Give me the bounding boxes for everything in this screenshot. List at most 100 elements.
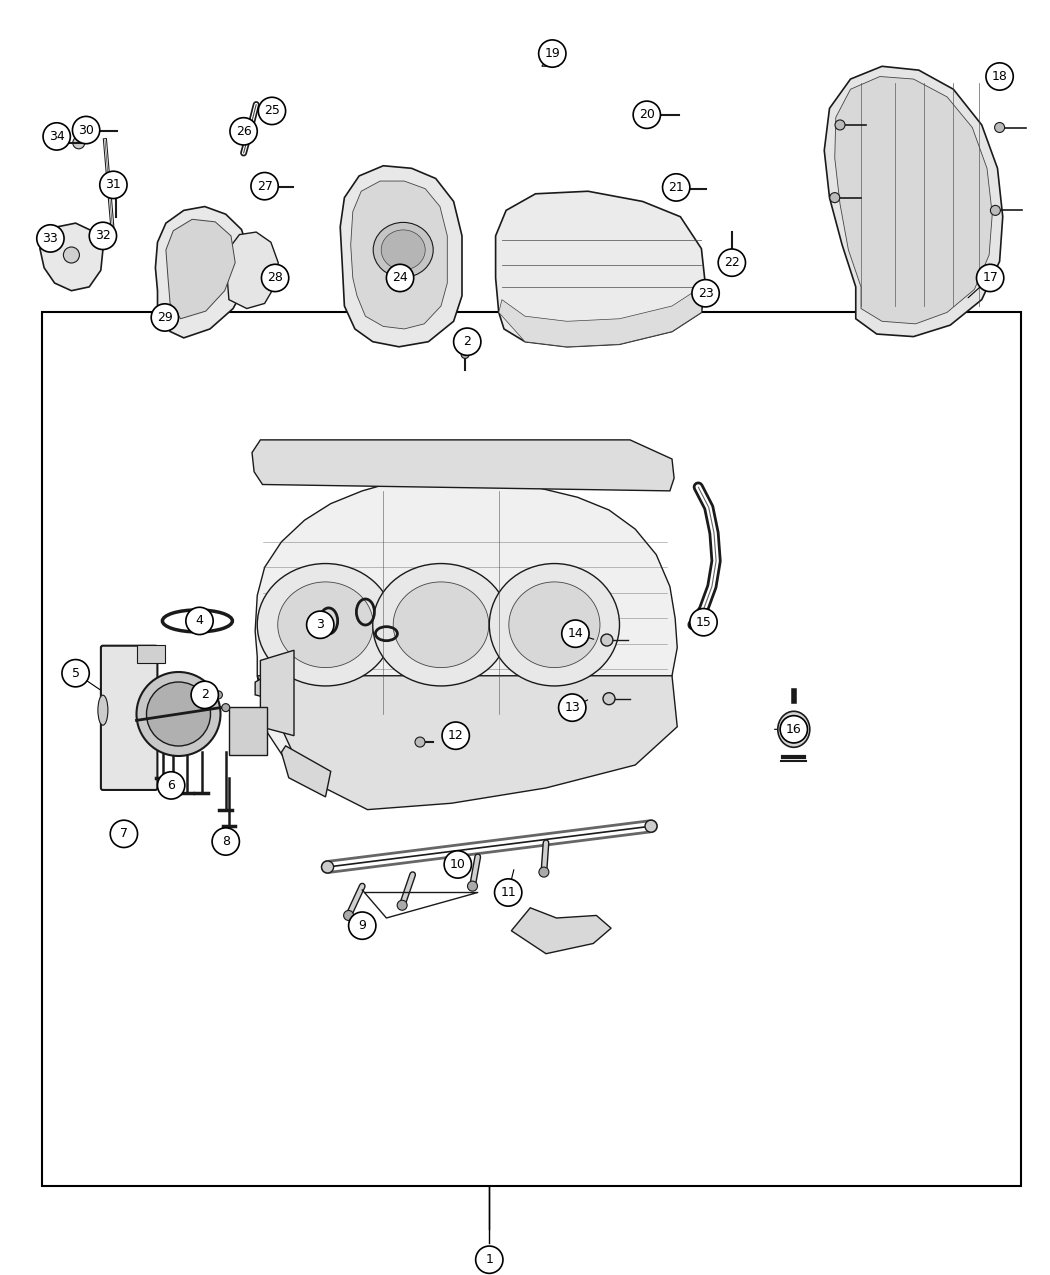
Ellipse shape [257, 564, 394, 686]
Polygon shape [155, 207, 250, 338]
Text: 14: 14 [568, 627, 584, 640]
Text: 19: 19 [545, 47, 561, 60]
Circle shape [670, 182, 682, 195]
Polygon shape [257, 676, 677, 810]
Circle shape [212, 827, 239, 856]
Circle shape [603, 692, 615, 705]
Text: 26: 26 [236, 125, 252, 138]
Text: 11: 11 [500, 886, 517, 899]
Polygon shape [824, 66, 1003, 337]
Text: 9: 9 [358, 919, 366, 932]
Circle shape [72, 136, 85, 149]
Circle shape [63, 247, 80, 263]
Circle shape [151, 303, 178, 332]
Circle shape [307, 611, 334, 639]
Ellipse shape [98, 695, 108, 725]
Circle shape [89, 222, 117, 250]
Circle shape [663, 173, 690, 201]
Circle shape [467, 881, 478, 891]
Text: 5: 5 [71, 667, 80, 680]
Ellipse shape [778, 711, 810, 747]
Circle shape [321, 861, 334, 873]
Circle shape [986, 62, 1013, 91]
Ellipse shape [489, 564, 620, 686]
Text: 4: 4 [195, 615, 204, 627]
Circle shape [72, 116, 100, 144]
Polygon shape [542, 54, 559, 66]
Circle shape [562, 620, 589, 648]
Circle shape [559, 694, 586, 722]
Circle shape [62, 659, 89, 687]
Circle shape [976, 264, 1004, 292]
Text: 21: 21 [669, 181, 685, 194]
Polygon shape [281, 746, 331, 797]
Bar [136, 645, 165, 663]
Text: 3: 3 [316, 618, 324, 631]
Circle shape [397, 900, 407, 910]
Circle shape [476, 1246, 503, 1274]
Circle shape [147, 682, 210, 746]
Text: 30: 30 [78, 124, 94, 136]
Circle shape [495, 878, 522, 907]
Text: 10: 10 [449, 858, 466, 871]
Ellipse shape [381, 230, 425, 270]
Circle shape [539, 40, 566, 68]
FancyBboxPatch shape [101, 645, 158, 790]
Circle shape [158, 771, 185, 799]
Text: 17: 17 [982, 272, 999, 284]
Polygon shape [835, 76, 992, 324]
Circle shape [100, 171, 127, 199]
Circle shape [37, 224, 64, 252]
Polygon shape [166, 219, 235, 319]
Circle shape [601, 634, 613, 646]
Ellipse shape [393, 581, 488, 668]
Text: 22: 22 [723, 256, 739, 269]
Circle shape [461, 351, 469, 358]
Circle shape [994, 122, 1005, 133]
Circle shape [835, 120, 845, 130]
Text: 15: 15 [695, 616, 712, 629]
Text: 31: 31 [105, 179, 122, 191]
Circle shape [81, 125, 93, 138]
Text: 16: 16 [785, 723, 802, 736]
Polygon shape [351, 181, 447, 329]
Circle shape [186, 607, 213, 635]
Circle shape [251, 172, 278, 200]
Circle shape [222, 704, 230, 711]
Circle shape [386, 264, 414, 292]
Text: 8: 8 [222, 835, 230, 848]
Polygon shape [496, 191, 706, 347]
Circle shape [444, 850, 471, 878]
Polygon shape [252, 440, 674, 491]
Circle shape [258, 97, 286, 125]
Polygon shape [260, 650, 294, 736]
Ellipse shape [509, 581, 600, 668]
Circle shape [539, 867, 549, 877]
Text: 33: 33 [42, 232, 59, 245]
Text: 2: 2 [201, 688, 209, 701]
Text: 28: 28 [267, 272, 284, 284]
Ellipse shape [373, 564, 509, 686]
Circle shape [690, 608, 717, 636]
Text: 24: 24 [393, 272, 407, 284]
Text: 13: 13 [565, 701, 580, 714]
Circle shape [343, 910, 354, 921]
Circle shape [257, 182, 272, 195]
Circle shape [633, 101, 660, 129]
Circle shape [830, 193, 840, 203]
Circle shape [442, 722, 469, 750]
Text: 2: 2 [463, 335, 471, 348]
Text: 6: 6 [167, 779, 175, 792]
Circle shape [191, 681, 218, 709]
Text: 27: 27 [256, 180, 273, 193]
Circle shape [43, 122, 70, 150]
Circle shape [110, 820, 138, 848]
Text: 25: 25 [264, 105, 280, 117]
Circle shape [692, 279, 719, 307]
Text: 20: 20 [638, 108, 655, 121]
Bar [42, 312, 1021, 1186]
Circle shape [726, 258, 738, 270]
Circle shape [718, 249, 746, 277]
Ellipse shape [277, 581, 374, 668]
Text: 23: 23 [697, 287, 714, 300]
